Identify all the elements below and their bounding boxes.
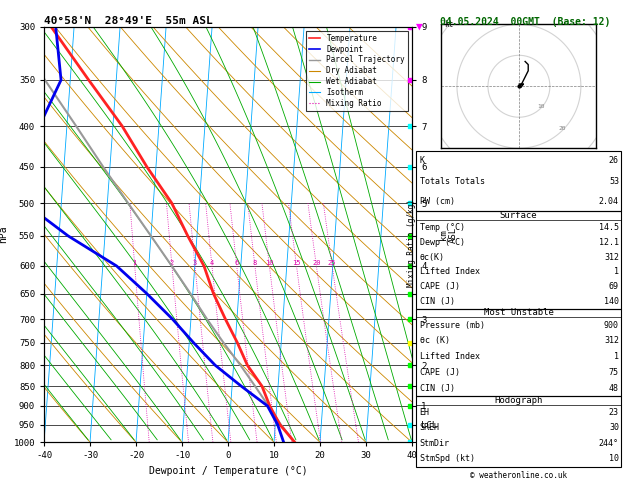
Text: 14.5: 14.5 [599, 223, 619, 232]
Text: 2: 2 [170, 260, 174, 266]
Text: © weatheronline.co.uk: © weatheronline.co.uk [470, 471, 567, 480]
Text: Hodograph: Hodograph [494, 396, 543, 405]
Text: 20: 20 [559, 126, 566, 131]
Text: CAPE (J): CAPE (J) [420, 282, 460, 291]
Text: kt: kt [445, 20, 454, 29]
Text: 3: 3 [193, 260, 197, 266]
Text: 48: 48 [609, 384, 619, 393]
Text: ▼: ▼ [416, 22, 423, 32]
Text: 312: 312 [604, 336, 619, 346]
Text: 12.1: 12.1 [599, 238, 619, 247]
Text: θc (K): θc (K) [420, 336, 450, 346]
Text: CAPE (J): CAPE (J) [420, 368, 460, 377]
Text: EH: EH [420, 408, 430, 417]
Text: K: K [420, 156, 425, 165]
Text: 75: 75 [609, 368, 619, 377]
Text: 2.04: 2.04 [599, 197, 619, 206]
Text: Pressure (mb): Pressure (mb) [420, 321, 484, 330]
Text: Surface: Surface [500, 211, 537, 220]
Text: 1: 1 [614, 352, 619, 361]
Y-axis label: hPa: hPa [0, 226, 8, 243]
Text: 140: 140 [604, 297, 619, 306]
Text: SREH: SREH [420, 423, 440, 433]
Text: Most Unstable: Most Unstable [484, 309, 554, 317]
Text: Dewp (°C): Dewp (°C) [420, 238, 465, 247]
Text: 10: 10 [609, 454, 619, 463]
Legend: Temperature, Dewpoint, Parcel Trajectory, Dry Adiabat, Wet Adiabat, Isotherm, Mi: Temperature, Dewpoint, Parcel Trajectory… [306, 31, 408, 111]
Text: 900: 900 [604, 321, 619, 330]
Text: Lifted Index: Lifted Index [420, 352, 479, 361]
Text: 4: 4 [210, 260, 214, 266]
Text: 15: 15 [292, 260, 301, 266]
Text: 1: 1 [133, 260, 137, 266]
Text: 40°58'N  28°49'E  55m ASL: 40°58'N 28°49'E 55m ASL [44, 16, 213, 26]
Text: 20: 20 [312, 260, 321, 266]
Text: 244°: 244° [599, 439, 619, 448]
Text: Totals Totals: Totals Totals [420, 176, 484, 186]
Text: CIN (J): CIN (J) [420, 297, 455, 306]
Text: 04.05.2024  00GMT  (Base: 12): 04.05.2024 00GMT (Base: 12) [440, 17, 610, 27]
Text: 312: 312 [604, 253, 619, 261]
Text: StmDir: StmDir [420, 439, 450, 448]
Text: 30: 30 [609, 423, 619, 433]
Text: Temp (°C): Temp (°C) [420, 223, 465, 232]
Text: StmSpd (kt): StmSpd (kt) [420, 454, 474, 463]
Text: 10: 10 [537, 104, 544, 109]
Text: 10: 10 [265, 260, 274, 266]
Text: CIN (J): CIN (J) [420, 384, 455, 393]
Text: Mixing Ratio (g/kg): Mixing Ratio (g/kg) [408, 199, 416, 287]
Text: 53: 53 [609, 176, 619, 186]
Text: 69: 69 [609, 282, 619, 291]
Text: 26: 26 [609, 156, 619, 165]
Text: PW (cm): PW (cm) [420, 197, 455, 206]
Y-axis label: km
ASL: km ASL [438, 226, 458, 243]
Text: 23: 23 [609, 408, 619, 417]
X-axis label: Dewpoint / Temperature (°C): Dewpoint / Temperature (°C) [148, 466, 308, 476]
Text: Lifted Index: Lifted Index [420, 267, 479, 276]
Text: 8: 8 [253, 260, 257, 266]
Text: 6: 6 [235, 260, 239, 266]
Text: θc(K): θc(K) [420, 253, 445, 261]
Text: 1: 1 [614, 267, 619, 276]
Text: 25: 25 [328, 260, 337, 266]
